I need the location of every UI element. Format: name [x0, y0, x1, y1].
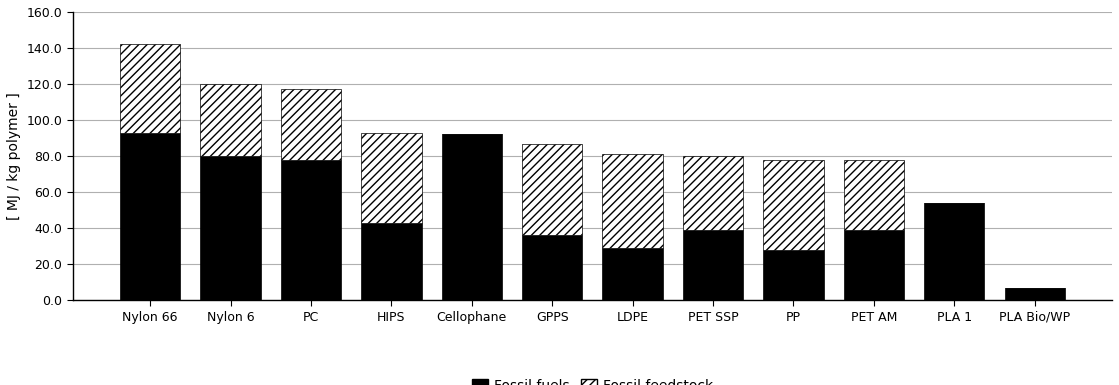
- Legend: Fossil fuels, Fossil feedstock: Fossil fuels, Fossil feedstock: [472, 379, 713, 385]
- Bar: [683, 156, 743, 230]
- Bar: [120, 44, 180, 133]
- Bar: [844, 230, 904, 300]
- Bar: [844, 160, 904, 230]
- Y-axis label: [ MJ / kg polymer ]: [ MJ / kg polymer ]: [7, 92, 21, 220]
- Bar: [683, 230, 743, 300]
- Bar: [523, 235, 582, 300]
- Bar: [281, 89, 341, 160]
- Bar: [602, 248, 662, 300]
- Bar: [602, 154, 662, 248]
- Bar: [281, 160, 341, 300]
- Bar: [763, 250, 824, 300]
- Bar: [361, 133, 422, 223]
- Bar: [361, 223, 422, 300]
- Bar: [763, 160, 824, 250]
- Bar: [924, 203, 985, 300]
- Bar: [200, 156, 261, 300]
- Bar: [442, 134, 502, 300]
- Bar: [523, 144, 582, 235]
- Bar: [120, 133, 180, 300]
- Bar: [200, 84, 261, 156]
- Bar: [1005, 288, 1065, 300]
